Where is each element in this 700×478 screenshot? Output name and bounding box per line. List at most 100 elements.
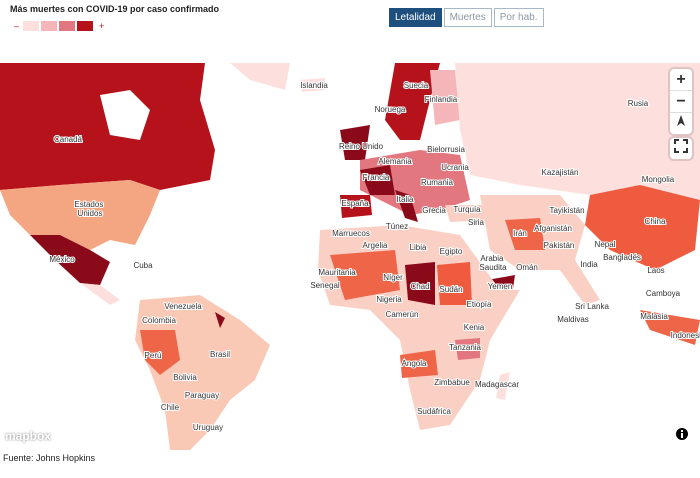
country-label: Turquía (453, 205, 481, 214)
land (340, 195, 372, 218)
country-label: Venezuela (164, 302, 202, 311)
country-label: Siria (468, 218, 485, 227)
info-icon-glyph (681, 433, 683, 438)
country-label: México (49, 255, 75, 264)
country-label: Ucrania (441, 163, 469, 172)
country-label: Etiopía (467, 300, 492, 309)
country-label: Reino Unido (339, 142, 384, 151)
land (140, 330, 180, 375)
country-label: Madagascar (475, 380, 519, 389)
zoom-control: + − (670, 69, 692, 134)
country-label: Laos (647, 266, 664, 275)
zoom-in[interactable]: + (670, 69, 692, 91)
country-label: Angola (402, 359, 427, 368)
country-label: Níger (383, 273, 403, 282)
country-label: Sudán (439, 285, 462, 294)
country-label: Omán (516, 263, 538, 272)
country-label: Estados Unidos (74, 200, 105, 218)
land (300, 78, 325, 92)
compass-icon (677, 115, 685, 126)
fullscreen-icon (674, 139, 688, 153)
legend-high: + (99, 21, 105, 31)
country-label: Nepal (595, 240, 616, 249)
country-label: Finlandia (425, 95, 458, 104)
country-label: Kenia (464, 323, 485, 332)
country-label: Noruega (375, 105, 406, 114)
land (640, 310, 700, 345)
toggle-button[interactable]: Muertes (443, 8, 492, 27)
country-label: España (341, 199, 369, 208)
info-icon-glyph (681, 430, 683, 432)
legend-swatch (23, 21, 40, 31)
map: Islandia Suecia Finlandia Rusia Noruega Canad… (0, 63, 700, 450)
legend-title: Más muertes con COVID-19 por caso confir… (10, 4, 220, 14)
country-label: Yemen (488, 282, 513, 291)
country-label: Marruecos (332, 229, 370, 238)
country-label: Rusia (628, 99, 649, 108)
land (395, 190, 418, 222)
land (496, 372, 510, 400)
fullscreen[interactable] (670, 138, 692, 159)
legend-swatch (77, 21, 94, 31)
country-label: Camerún (386, 310, 419, 319)
toggle-button[interactable]: Letalidad (389, 8, 442, 27)
land (585, 185, 700, 270)
land (360, 165, 395, 195)
compass[interactable] (670, 113, 692, 134)
land (430, 70, 460, 125)
country-label: India (580, 260, 598, 269)
land (215, 312, 225, 328)
country-label: Argelia (363, 241, 388, 250)
country-label: Mongolia (642, 175, 675, 184)
land (30, 235, 110, 285)
land (437, 262, 472, 305)
labels: Islandia Suecia Finlandia Rusia Noruega Canad… (48, 80, 700, 433)
country-label: Brasil (210, 350, 230, 359)
country-label: Cuba (133, 261, 153, 270)
legend: – + (10, 21, 108, 31)
country-label: Tayikistán (549, 206, 584, 215)
country-label: Nigeria (376, 295, 402, 304)
country-label: Francia (363, 173, 390, 182)
country-label: Chad (410, 282, 429, 291)
country-label: Grecia (422, 206, 446, 215)
land (445, 205, 490, 222)
legend-swatch (41, 21, 58, 31)
country-label: Camboya (646, 289, 681, 298)
country-label: Kazajistán (542, 168, 579, 177)
country-label: Canadá (54, 135, 83, 144)
land (455, 63, 700, 200)
country-label: Maldivas (557, 315, 589, 324)
country-label: Paraguay (185, 391, 219, 400)
land (400, 350, 438, 378)
country-label: Colombia (142, 316, 176, 325)
legend-low: – (14, 21, 20, 31)
country-label: Indonesia (671, 331, 700, 340)
country-label: Italia (397, 195, 414, 204)
country-label: Bangladés (603, 253, 641, 262)
land (230, 63, 290, 90)
land (405, 262, 435, 305)
toggle-button[interactable]: Por hab. (493, 8, 544, 27)
land (455, 338, 480, 360)
water (100, 90, 150, 140)
country-label: Túnez (386, 222, 408, 231)
land (0, 63, 215, 190)
country-label: Libia (410, 243, 427, 252)
country-label: Rumania (421, 178, 454, 187)
land (80, 283, 120, 305)
country-label: Mauritania (318, 268, 356, 277)
toggle: Letalidad Muertes Por hab. (389, 8, 546, 27)
country-label: Chile (161, 403, 180, 412)
country-label: Uruguay (193, 423, 223, 432)
country-label: Suecia (404, 81, 429, 90)
attribution: mapbox (5, 429, 52, 443)
land (0, 180, 160, 250)
country-label: Islandia (300, 81, 328, 90)
zoom-out[interactable]: − (670, 91, 692, 113)
country-label: Zimbabue (434, 378, 470, 387)
legend-swatch (59, 21, 76, 31)
land (385, 63, 440, 140)
country-label: Afganistán (534, 224, 572, 233)
